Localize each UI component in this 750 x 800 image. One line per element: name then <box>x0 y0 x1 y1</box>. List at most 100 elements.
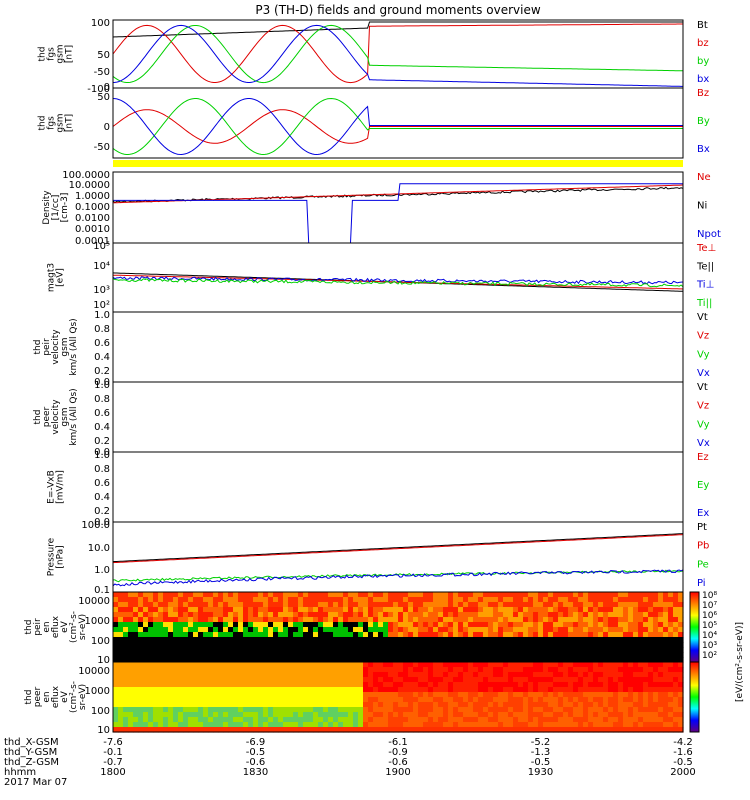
legend-entry: Pt <box>697 522 707 533</box>
series-line-Npot <box>113 183 683 244</box>
ylabel-line: peer <box>33 686 43 707</box>
ytick-label: 50 <box>97 50 110 61</box>
ylabel-line: km/s (All Qs) <box>69 388 79 445</box>
ytick-label: 100 <box>91 636 110 647</box>
ylabel-peer_velocity: thd peer velocity gsm km/s (All Qs) <box>33 388 79 445</box>
ytick-label: 1000 <box>85 616 110 627</box>
x-row-label: thd_X-GSM <box>4 737 59 748</box>
series-line-Pb <box>112 534 684 564</box>
ylabel-line: Density <box>42 190 52 225</box>
heatmap-peer_eflux <box>113 662 684 733</box>
ytick-label: -50 <box>94 67 110 78</box>
ylabel-line: velocity <box>51 399 61 435</box>
ylabel-line: eflux <box>51 685 61 708</box>
legend-entry: Bz <box>697 88 709 99</box>
yticks-density: 100.000010.00001.00000.10000.01000.00100… <box>62 170 110 247</box>
ytick-label: 10³ <box>93 285 110 296</box>
legend-entry: Ti⊥ <box>696 280 714 291</box>
ytick-label: 100 <box>91 706 110 717</box>
ylabel-peir_eflux: thd peir en eflux eV (cm²-s-sr-eV) <box>24 611 88 643</box>
ylabel-efield: E=-VxB [mV/m] <box>47 470 66 504</box>
ytick-label: 10000 <box>78 666 110 677</box>
x-tick-value: -1.6 <box>673 747 693 758</box>
ylabel-line: magt3 <box>47 263 57 292</box>
colorbar-tick: 10⁴ <box>702 631 717 641</box>
series-fgs_gsm_dsl <box>112 97 683 156</box>
legend-temperature: Te⊥ Te|| Ti⊥ Ti|| <box>696 243 716 309</box>
yticks-temperature: 10⁵ 10⁴ 10³ 10² <box>93 241 110 311</box>
yticks-efield: 1.00.80.60.40.20.0 <box>94 450 110 528</box>
series-line-Ti-perp <box>112 276 684 285</box>
yticks-fgs_gsm: 100 50 0 -50 -100 <box>87 18 110 95</box>
series-line-bz <box>112 23 683 84</box>
ylabel-line: eV <box>60 690 70 703</box>
ylabel-line: eflux <box>51 615 61 638</box>
ylabel-peer_eflux: thd peer en eflux eV (cm²-s-sr-eV) <box>24 681 88 713</box>
yticks-pressure: 100.0 10.0 1.0 0.1 <box>81 520 110 596</box>
panel-pressure: 100.0 10.0 1.0 0.1 Pressure [nPa] Pt Pb Pe Pi <box>47 520 710 596</box>
ytick-label: 0.0 <box>94 447 110 458</box>
ytick-label: 0.4 <box>94 352 110 363</box>
ylabel-line: thd <box>24 690 34 705</box>
series-line-Ne <box>112 184 684 204</box>
yticks-peir_velocity: 1.0 0.8 0.6 0.4 0.20.0 <box>94 310 110 388</box>
ylabel-line: thd <box>33 340 43 355</box>
colorbar-tick: 10⁶ <box>702 611 717 621</box>
x-tick-value: 1900 <box>385 767 410 778</box>
panel-fgs_gsm_dsl: 50 0 -50 thd fgs gsm [nT] Bz By Bx <box>38 87 710 159</box>
x-date: 2017 Mar 07 <box>4 777 67 788</box>
yticks-peer_eflux: 10000 1000 100 10 <box>78 666 110 736</box>
ytick-label: -100 <box>87 84 110 95</box>
panel-frame-density <box>112 171 684 244</box>
panel-fgs_gsm: 100 50 0 -50 -100 thd fgs gsm [nT] Bt bz by bx <box>38 18 710 95</box>
legend-entry: by <box>697 56 709 67</box>
ytick-label: 10² <box>93 300 110 311</box>
x-tick-value: 1800 <box>100 767 125 778</box>
legend-entry: bz <box>697 38 709 49</box>
ytick-label: 0.4 <box>94 492 110 503</box>
colorbar-tick: 10³ <box>702 641 717 651</box>
series-line-By <box>112 97 683 156</box>
ylabel-line: en <box>42 621 52 632</box>
yticks-peer_velocity: 1.00.80.60.40.20.0 <box>94 380 110 458</box>
ylabel-line: eV <box>60 620 70 633</box>
x-row-label: thd_Y-GSM <box>4 747 57 758</box>
colorbar-label: [eV/(cm²-s-sr-eV)] <box>735 622 745 702</box>
ylabel-line: peir <box>42 338 52 356</box>
ytick-label: 0.6 <box>94 478 110 489</box>
legend-entry: Vx <box>697 438 710 449</box>
ytick-label: 50 <box>97 92 110 103</box>
panel-frame-peer_velocity <box>112 381 684 453</box>
ytick-label: 10⁴ <box>93 261 110 272</box>
legend-entry: Vz <box>697 401 709 412</box>
panel-frame-peir_velocity <box>112 311 684 383</box>
x-row-label: hhmm <box>4 767 36 778</box>
ylabel-line: thd <box>38 116 48 131</box>
legend-entry: Vt <box>697 312 708 323</box>
legend-entry: Vz <box>697 331 709 342</box>
ylabel-peir_velocity: thd peir velocity gsm km/s (All Qs) <box>33 318 79 375</box>
ylabel-line: gsm <box>60 337 70 356</box>
series-line-Te-perp <box>113 274 684 290</box>
x-axis-labels: thd_X-GSM -7.6 -6.9 -6.1 -5.2 -4.2 thd_Y-GSM -0… <box>4 737 696 788</box>
legend-fgs_gsm_dsl: Bz By Bx <box>697 88 710 155</box>
legend-density: Ne Ni Npot <box>697 172 721 240</box>
ylabel-line: fgs <box>47 47 57 61</box>
x-tick-value: -6.1 <box>388 737 408 748</box>
x-tick-value: -0.5 <box>673 757 693 768</box>
legend-entry: Pe <box>697 559 709 570</box>
series-line-Pt <box>112 533 684 563</box>
ytick-label: 0.4 <box>94 422 110 433</box>
yticks-peir_eflux: 10000 1000 100 10 <box>78 596 110 666</box>
panel-frame-peer_eflux <box>112 661 684 733</box>
ytick-label: 1.0 <box>94 380 110 391</box>
ylabel-fgs_gsm: thd fgs gsm [nT] <box>38 44 75 63</box>
ylabel-line: peer <box>42 406 52 427</box>
colorbar-electron <box>689 661 700 733</box>
ytick-label: 10⁵ <box>93 241 110 252</box>
legend-pressure: Pt Pb Pe Pi <box>697 522 709 589</box>
ytick-label: 1000 <box>85 686 110 697</box>
ylabel-line: sr-eV) <box>78 684 88 710</box>
ytick-label: 10.0 <box>88 543 110 554</box>
